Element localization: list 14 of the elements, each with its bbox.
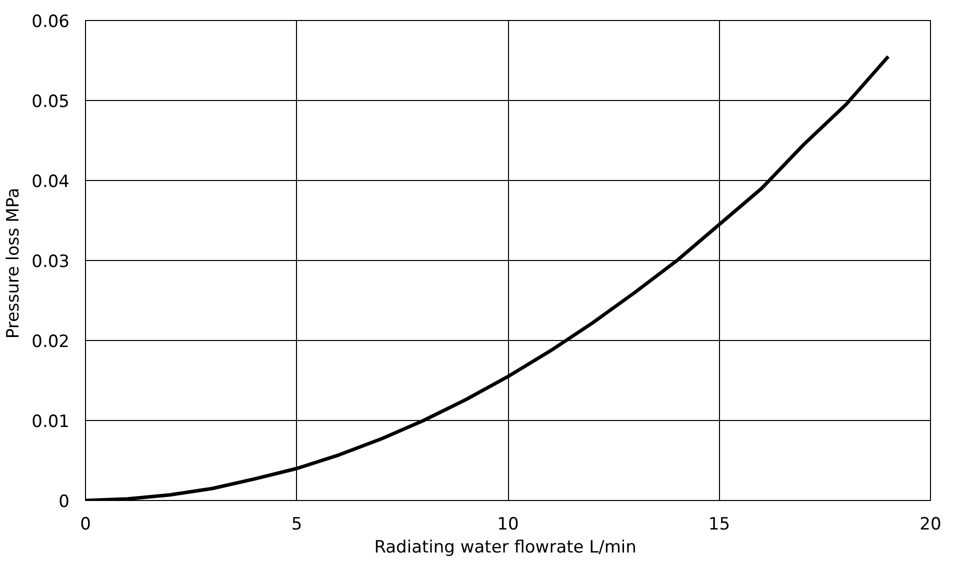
y-tick-label: 0 xyxy=(58,492,70,512)
y-tick-label: 0.06 xyxy=(32,12,70,32)
y-tick-label: 0.01 xyxy=(32,412,70,432)
y-tick-label: 0.05 xyxy=(32,92,70,112)
x-axis-title: Radiating water flowrate L/min xyxy=(374,538,636,558)
y-axis-title: Pressure loss MPa xyxy=(4,188,24,339)
y-tick-label: 0.03 xyxy=(32,252,70,272)
y-tick-label: 0.04 xyxy=(32,172,70,192)
x-tick-label: 20 xyxy=(920,514,942,534)
x-tick-label: 15 xyxy=(708,514,730,534)
x-tick-label: 10 xyxy=(497,514,519,534)
x-tick-label: 0 xyxy=(80,514,91,534)
x-tick-label: 5 xyxy=(291,514,302,534)
y-tick-label: 0.02 xyxy=(32,332,70,352)
